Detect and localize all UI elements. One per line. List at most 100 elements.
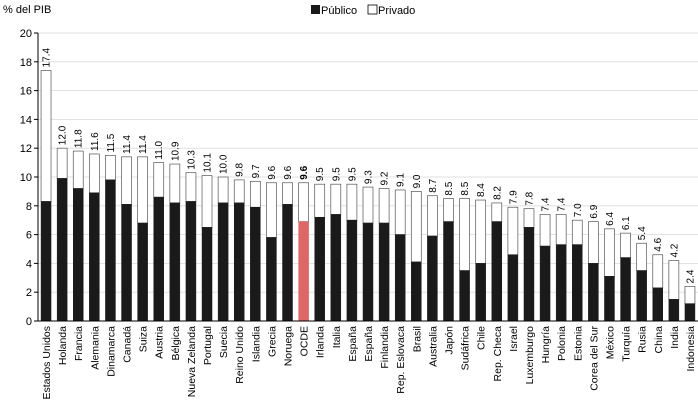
x-tick-label: India — [669, 326, 681, 349]
x-tick-label: Noruega — [283, 326, 295, 366]
y-tick-label: 20 — [20, 28, 32, 40]
data-label: 9.7 — [251, 164, 262, 178]
legend-swatch-public — [311, 5, 320, 14]
x-tick-label: Austria — [154, 326, 166, 359]
x-tick-label: Dinamarca — [105, 326, 117, 377]
bar-private — [330, 183, 342, 215]
data-label: 8.7 — [428, 178, 439, 192]
bar-private — [443, 198, 454, 222]
data-label: 9.6 — [299, 165, 310, 179]
y-tick-label: 12 — [20, 143, 32, 155]
bar-private — [427, 195, 438, 237]
bar-public — [266, 237, 277, 322]
x-tick-label: Rusia — [637, 326, 649, 353]
data-label: 9.1 — [396, 173, 407, 187]
bar-private — [668, 260, 680, 300]
data-label: 4.6 — [653, 237, 664, 251]
data-label: 9.8 — [235, 163, 246, 177]
bar-public — [491, 221, 503, 322]
x-tick-label: Finlandia — [379, 326, 391, 369]
data-label: 2.4 — [685, 269, 696, 283]
bar-private — [475, 199, 487, 264]
data-label: 8.5 — [444, 181, 455, 195]
data-label: 6.9 — [589, 204, 600, 218]
x-tick-label: Luxemburgo — [524, 326, 536, 385]
bar-private — [507, 206, 519, 256]
bar-public — [459, 270, 470, 322]
bar-private — [153, 162, 165, 198]
y-tick-label: 14 — [20, 114, 32, 126]
x-tick-label: Polonia — [556, 326, 568, 361]
bar-public — [620, 257, 631, 322]
bar-public — [507, 254, 519, 322]
y-tick-label: 8 — [26, 201, 32, 213]
y-tick-label: 4 — [26, 258, 32, 270]
data-label: 10.1 — [203, 153, 214, 173]
bar-private — [459, 198, 470, 271]
bar-public — [201, 227, 213, 322]
x-tick-label: Holanda — [57, 326, 69, 365]
x-tick-label: Corea del Sur — [588, 326, 600, 391]
legend-label-private: Privado — [378, 5, 415, 17]
data-label: 6.4 — [605, 212, 616, 226]
y-axis-label: % del PIB — [3, 4, 51, 16]
data-label: 5.4 — [637, 226, 648, 240]
x-tick-label: Nueva Zelanda — [186, 326, 198, 397]
data-label: 7.9 — [508, 190, 519, 204]
y-tick-label: 0 — [26, 316, 32, 328]
bar-public — [137, 222, 148, 322]
x-tick-label: Alemania — [89, 326, 101, 370]
bar-public — [636, 270, 647, 322]
bar-private — [169, 163, 181, 204]
data-label: 7.8 — [524, 191, 535, 205]
bar-private — [362, 186, 374, 224]
x-tick-label: Israel — [508, 326, 520, 352]
data-label: 11.4 — [122, 135, 133, 154]
bar-private — [185, 172, 197, 202]
bar-private — [604, 228, 615, 277]
y-tick-label: 10 — [20, 172, 32, 184]
bar-public — [652, 287, 663, 322]
bar-private — [121, 156, 132, 205]
x-tick-label: Canadá — [122, 326, 134, 363]
bar-public — [40, 201, 52, 322]
bar-public — [73, 188, 84, 322]
y-tick-label: 2 — [26, 287, 32, 299]
bar-private — [523, 208, 535, 228]
bar-private — [233, 179, 245, 204]
y-tick-label: 16 — [20, 86, 32, 98]
bar-private — [346, 183, 358, 221]
legend-swatch-private — [367, 4, 378, 15]
data-label: 17.4 — [42, 48, 53, 68]
x-tick-label: Reino Unido — [234, 326, 246, 384]
data-label: 4.2 — [669, 243, 680, 257]
data-label: 10.0 — [219, 154, 230, 174]
bar-public — [378, 222, 390, 322]
bar-public — [298, 221, 309, 322]
x-tick-label: Irlanda — [315, 326, 327, 358]
bar-public — [684, 303, 696, 322]
bar-private — [201, 175, 213, 228]
x-tick-label: Francia — [73, 326, 85, 361]
bar-public — [539, 245, 551, 322]
x-tick-label: Estados Unidos — [41, 326, 53, 400]
data-label: 9.6 — [283, 165, 294, 179]
data-label: 9.5 — [331, 167, 342, 181]
bar-private — [394, 189, 406, 235]
bar-private — [555, 214, 567, 246]
bar-public — [153, 196, 164, 322]
bar-private — [298, 182, 309, 222]
bar-private — [636, 242, 647, 271]
legend-label-public: Público — [321, 5, 357, 17]
bar-private — [314, 183, 326, 218]
bar-private — [40, 70, 52, 202]
bar-public — [233, 202, 245, 322]
data-label: 7.0 — [573, 203, 584, 217]
data-label: 8.4 — [476, 183, 487, 197]
grid — [38, 32, 698, 293]
bar-public — [411, 261, 422, 322]
x-tick-label: Italia — [331, 326, 343, 348]
x-tick-label: Turquía — [621, 326, 633, 362]
data-label: 10.9 — [170, 141, 181, 161]
bar-private — [56, 147, 68, 179]
